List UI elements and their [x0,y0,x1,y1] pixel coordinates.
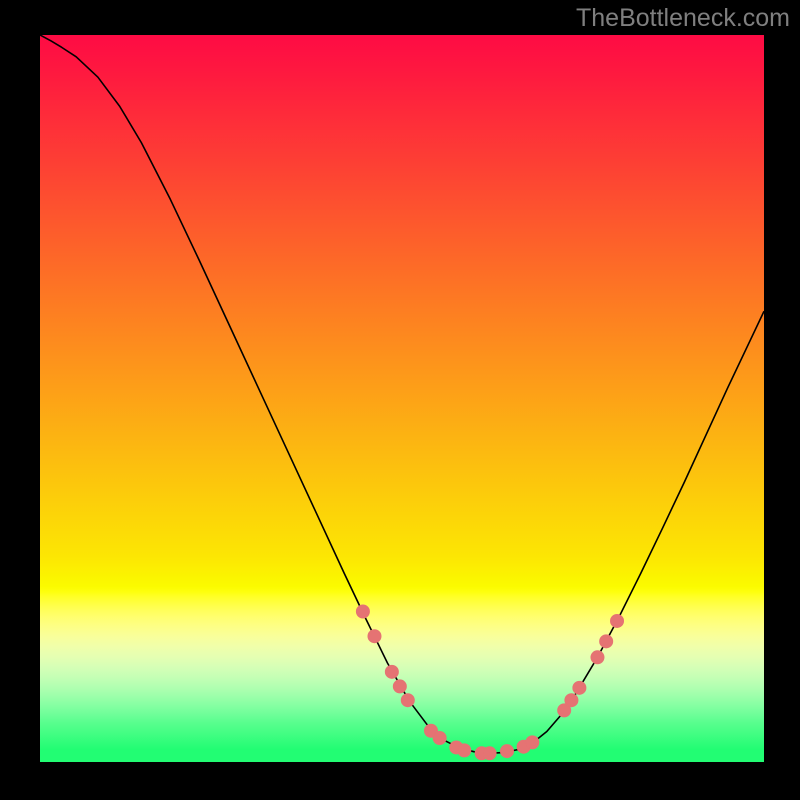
data-marker [401,694,414,707]
data-marker [500,745,513,758]
data-marker [600,635,613,648]
data-marker [565,694,578,707]
data-marker [591,651,604,664]
gradient-background [40,35,764,762]
data-marker [393,680,406,693]
watermark-label: TheBottleneck.com [576,4,790,33]
data-marker [526,736,539,749]
data-marker [368,630,381,643]
data-marker [356,605,369,618]
plot-area [40,35,764,762]
data-marker [483,747,496,760]
data-marker [385,665,398,678]
chart-canvas: TheBottleneck.com [0,0,800,800]
data-marker [573,681,586,694]
data-marker [433,732,446,745]
data-marker [458,744,471,757]
bottleneck-curve-chart [40,35,764,762]
data-marker [611,614,624,627]
